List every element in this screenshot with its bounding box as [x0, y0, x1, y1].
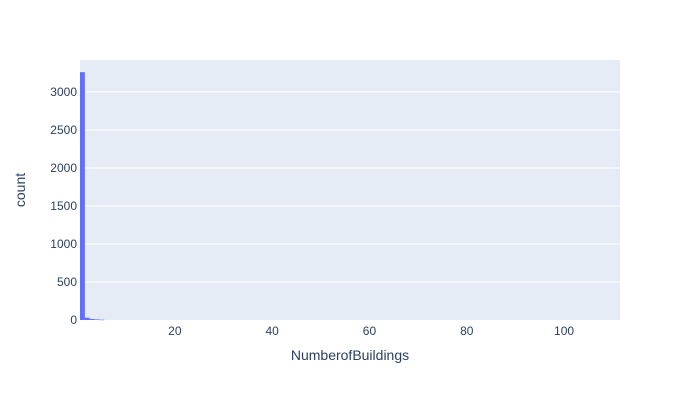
histogram-bar: [80, 72, 85, 320]
plot-background: [80, 60, 620, 320]
y-tick-labels: 0 500 1000 1500 2000 2500 3000: [50, 85, 77, 327]
x-tick-label: 100: [554, 324, 574, 338]
x-tick-labels: 20 40 60 80 100: [168, 324, 574, 338]
y-tick-label: 3000: [50, 85, 77, 99]
histogram-bars: [80, 72, 105, 321]
y-tick-label: 0: [70, 313, 77, 327]
histogram-bar: [89, 318, 95, 320]
histogram-bar: [99, 319, 105, 321]
histogram-bar: [94, 319, 100, 320]
y-tick-label: 500: [57, 275, 77, 289]
y-tick-label: 1000: [50, 237, 77, 251]
histogram-bar: [84, 317, 90, 320]
y-tick-label: 2500: [50, 123, 77, 137]
y-tick-label: 1500: [50, 199, 77, 213]
y-tick-label: 2000: [50, 161, 77, 175]
x-tick-label: 60: [363, 324, 377, 338]
y-axis-title: count: [12, 173, 28, 207]
x-axis-title: NumberofBuildings: [291, 347, 409, 363]
x-tick-label: 20: [168, 324, 182, 338]
x-tick-label: 80: [460, 324, 474, 338]
y-gridlines: [80, 91, 620, 283]
x-tick-label: 40: [265, 324, 279, 338]
